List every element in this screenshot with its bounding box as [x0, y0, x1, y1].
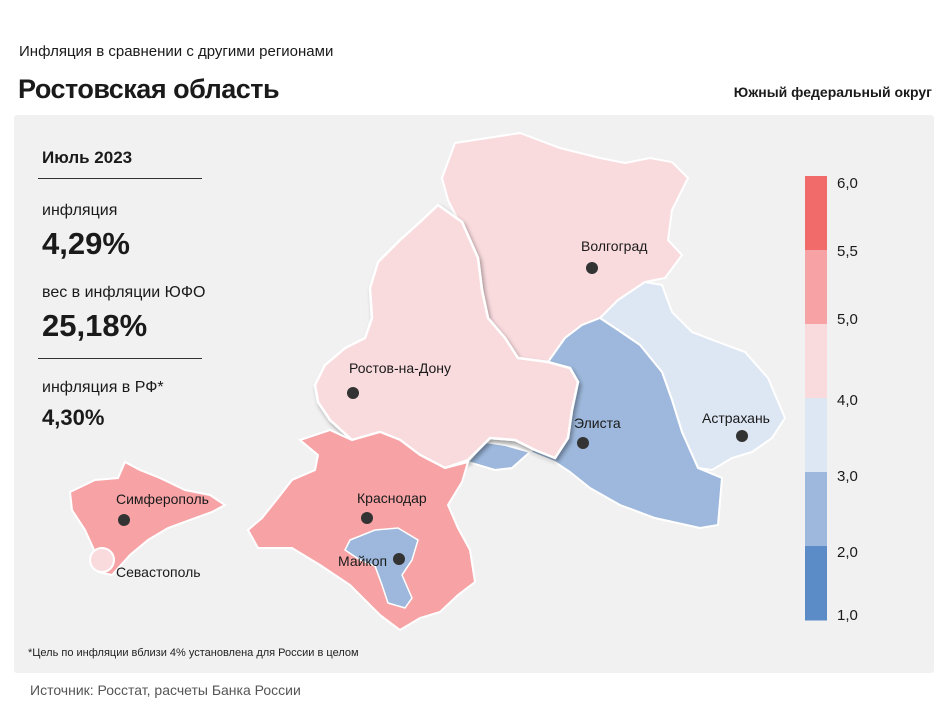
inflation-label: инфляция	[42, 202, 118, 219]
region-kalmykia	[466, 316, 724, 530]
source-note: Источник: Росстат, расчеты Банка России	[30, 682, 301, 698]
city-label-krasnodar: Краснодар	[357, 490, 427, 506]
legend-bin	[805, 176, 827, 251]
legend-tick-label: 2,0	[837, 544, 858, 561]
footnote: *Цель по инфляции вблизи 4% установлена …	[28, 647, 359, 659]
city-label-volgograd: Волгоград	[581, 238, 647, 254]
city-label-maykop: Майкоп	[338, 553, 387, 569]
city-label-rostov: Ростов-на-Дону	[349, 360, 451, 376]
region-krasnodar	[246, 428, 477, 632]
legend-bin	[805, 472, 827, 547]
divider	[38, 358, 202, 359]
city-label-simferopol: Симферополь	[116, 491, 209, 507]
region-adygea	[344, 527, 419, 609]
inflation-value: 4,29%	[42, 226, 130, 261]
legend-tick-label: 1,0	[837, 607, 858, 624]
city-marker-icon	[361, 512, 373, 524]
city-marker-icon	[347, 387, 359, 399]
color-legend: 6,0 5,5 5,0 4,0 3,0 2,0 1,0	[805, 175, 858, 624]
city-label-elista: Элиста	[574, 415, 621, 431]
city-marker-icon	[577, 437, 589, 449]
weight-value: 25,18%	[42, 308, 148, 343]
legend-bin	[805, 398, 827, 473]
city-label-astrakhan: Астрахань	[702, 410, 770, 426]
region-sevastopol	[89, 547, 115, 573]
rf-inflation-value: 4,30%	[42, 405, 105, 430]
district-label: Южный федеральный округ	[733, 84, 932, 100]
legend-bin	[805, 546, 827, 621]
weight-label: вес в инфляции ЮФО	[42, 284, 206, 301]
legend-tick-label: 5,5	[837, 243, 858, 260]
page-title: Ростовская область	[18, 74, 280, 104]
divider	[38, 178, 202, 179]
rf-inflation-label: инфляция в РФ*	[42, 379, 164, 396]
period-label: Июль 2023	[42, 148, 133, 167]
legend-bin	[805, 324, 827, 399]
city-marker-icon	[586, 262, 598, 274]
legend-tick-label: 6,0	[837, 175, 858, 192]
legend-bin	[805, 250, 827, 325]
city-label-sevastopol: Севастополь	[116, 564, 201, 580]
legend-tick-label: 3,0	[837, 468, 858, 485]
city-marker-icon	[393, 553, 405, 565]
legend-tick-label: 5,0	[837, 311, 858, 328]
city-marker-icon	[118, 514, 130, 526]
city-marker-icon	[736, 430, 748, 442]
legend-tick-label: 4,0	[837, 392, 858, 409]
chart-subtitle: Инфляция в сравнении с другими регионами	[19, 43, 334, 60]
